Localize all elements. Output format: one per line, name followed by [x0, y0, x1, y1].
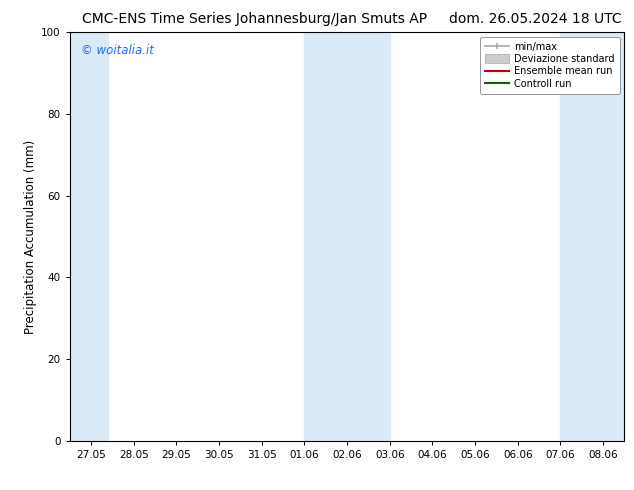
Bar: [304, 32, 390, 441]
Bar: [560, 32, 624, 441]
Text: © woitalia.it: © woitalia.it: [81, 44, 153, 57]
Text: CMC-ENS Time Series Johannesburg/Jan Smuts AP: CMC-ENS Time Series Johannesburg/Jan Smu…: [82, 12, 427, 26]
Bar: [70, 32, 108, 441]
Y-axis label: Precipitation Accumulation (mm): Precipitation Accumulation (mm): [24, 139, 37, 334]
Legend: min/max, Deviazione standard, Ensemble mean run, Controll run: min/max, Deviazione standard, Ensemble m…: [480, 37, 619, 94]
Text: dom. 26.05.2024 18 UTC: dom. 26.05.2024 18 UTC: [449, 12, 621, 26]
